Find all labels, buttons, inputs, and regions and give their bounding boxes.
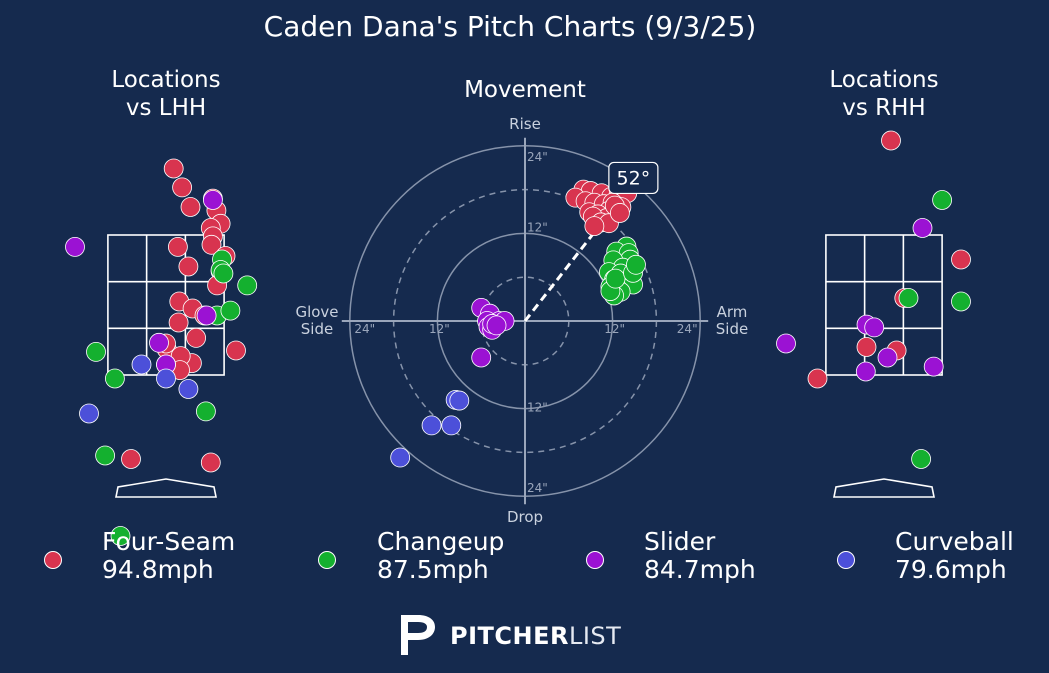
legend-pitch-name: Curveball	[895, 527, 1014, 556]
legend-marker	[837, 551, 855, 569]
axis-label-drop: Drop	[507, 508, 543, 526]
ring-label: 24"	[677, 322, 698, 336]
pitch-point-changeup	[195, 401, 216, 422]
pitch-point-slider	[877, 347, 898, 368]
pitch-point-four-seam	[180, 197, 201, 217]
pitch-point-four-seam	[807, 368, 828, 389]
pitch-point-changeup	[237, 275, 258, 296]
ring-label: 24"	[527, 481, 548, 495]
pitch-point-changeup	[932, 190, 952, 210]
pitch-point-slider	[923, 356, 944, 377]
pitch-point-changeup	[105, 368, 125, 389]
ring-label: 12"	[527, 220, 548, 234]
pitch-point-slider	[202, 190, 223, 210]
pitch-point-four-seam	[168, 312, 189, 333]
legend-pitch-name: Slider	[644, 527, 716, 556]
movement-point-curveball	[390, 447, 411, 468]
legend-velocity: 87.5mph	[377, 555, 489, 584]
legend-velocity: 84.7mph	[644, 555, 756, 584]
brand-bold: PITCHER	[450, 622, 569, 650]
movement-point-curveball	[449, 390, 470, 411]
pitch-point-four-seam	[856, 337, 877, 357]
movement-point-slider	[486, 315, 507, 336]
ring-label: 24"	[354, 322, 375, 336]
pitch-point-four-seam	[186, 327, 207, 348]
axis-label-rise: Rise	[509, 115, 541, 133]
ring-label: 12"	[527, 401, 548, 415]
pitch-point-slider	[65, 236, 85, 257]
movement-point-changeup	[605, 268, 626, 289]
strike-zone	[825, 234, 943, 376]
ring-label: 24"	[527, 150, 548, 164]
pitch-point-four-seam	[951, 249, 971, 270]
ring-label: 12"	[604, 322, 625, 336]
legend-marker	[318, 551, 336, 569]
pitch-point-curveball	[79, 403, 99, 424]
pitch-point-slider	[776, 333, 796, 354]
pitcherlist-logo: PITCHERLIST	[398, 612, 621, 658]
lhh-location-plot	[65, 158, 258, 546]
pitch-point-four-seam	[200, 452, 221, 473]
legend-pitch-name: Changeup	[377, 527, 505, 556]
pitch-point-curveball	[156, 368, 176, 389]
legend-pitch-name: Four-Seam	[102, 527, 236, 556]
movement-point-four-seam	[584, 216, 605, 237]
pitch-point-changeup	[220, 300, 241, 321]
pitch-point-four-seam	[178, 256, 199, 277]
pitch-point-four-seam	[226, 340, 246, 361]
pitch-point-four-seam	[881, 130, 901, 151]
pitch-point-curveball	[178, 379, 199, 399]
movement-point-curveball	[421, 415, 442, 436]
home-plate	[833, 478, 935, 498]
movement-panel-title: Movement	[464, 77, 586, 103]
pitch-point-four-seam	[121, 449, 141, 469]
pitch-point-four-seam	[201, 234, 222, 255]
pitch-point-four-seam	[163, 158, 184, 179]
chart-title: Caden Dana's Pitch Charts (9/3/25)	[263, 10, 757, 43]
rhh-panel-title: Locations vs RHH	[829, 67, 939, 121]
legend-marker	[44, 551, 62, 569]
pitch-point-changeup	[86, 341, 106, 362]
pitch-point-curveball	[131, 354, 152, 375]
pitch-point-slider	[855, 361, 876, 382]
rhh-location-plot	[776, 130, 971, 498]
pitch-point-slider	[912, 218, 933, 238]
movement-point-slider	[471, 347, 492, 368]
home-plate	[115, 478, 217, 498]
movement-point-curveball	[441, 415, 462, 436]
pitch-point-four-seam	[172, 177, 193, 198]
pitch-point-slider	[864, 317, 885, 338]
pitch-point-changeup	[95, 445, 115, 466]
legend-marker	[586, 551, 604, 569]
pitch-point-changeup	[213, 263, 234, 284]
pitch-point-changeup	[898, 288, 919, 308]
movement-plot: 12" 24" 12" 24" 12" 24" 12" 24" Rise Drop Glove Sid…	[295, 115, 748, 526]
lhh-panel-title: Locations vs LHH	[111, 67, 221, 121]
arm-angle-badge	[608, 161, 659, 195]
movement-point-changeup	[626, 254, 646, 275]
pitch-point-changeup	[911, 449, 931, 469]
movement-point-four-seam	[610, 203, 630, 223]
axis-label-glove-side: Glove Side	[295, 303, 338, 338]
axis-label-arm-side: Arm Side	[716, 303, 748, 338]
legend-velocity: 79.6mph	[895, 555, 1007, 584]
legend-velocity: 94.8mph	[102, 555, 214, 584]
pitch-point-slider	[196, 305, 217, 326]
brand-light: LIST	[568, 622, 622, 650]
ring-label: 12"	[429, 322, 450, 336]
pitcherlist-logo-icon	[401, 615, 435, 655]
pitch-point-slider	[149, 332, 169, 353]
pitch-point-changeup	[110, 526, 131, 546]
pitch-point-four-seam	[167, 236, 188, 257]
arm-angle-label: 52°	[617, 167, 651, 189]
pitch-point-changeup	[951, 291, 971, 312]
